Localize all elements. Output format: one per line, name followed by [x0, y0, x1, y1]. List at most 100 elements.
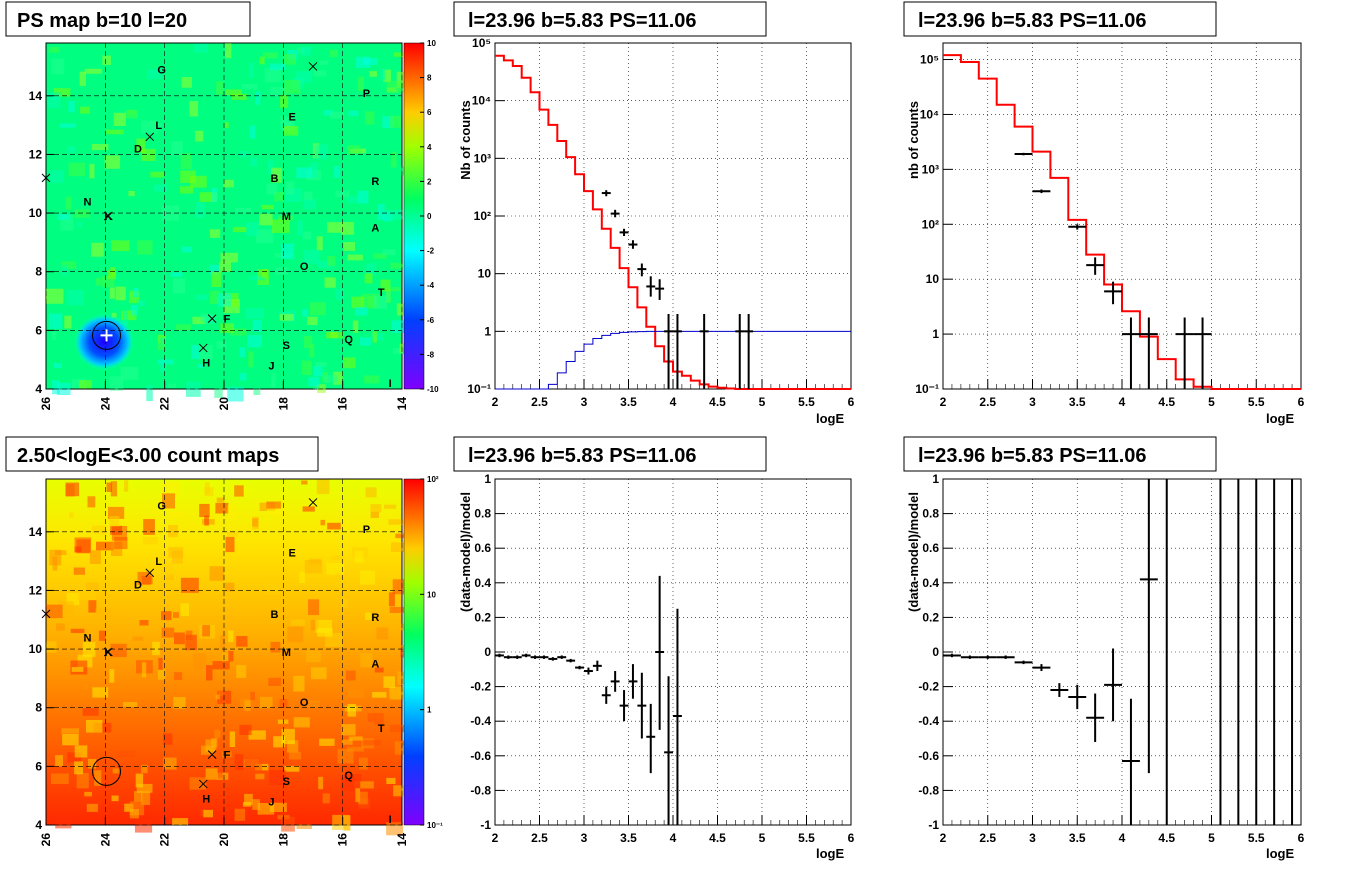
source-label-I: I — [389, 378, 392, 390]
map-texture-patch — [225, 89, 242, 96]
map-texture-patch — [201, 745, 215, 755]
map-texture-patch — [315, 362, 327, 367]
map-texture-patch — [135, 773, 144, 788]
map-texture-patch — [386, 777, 396, 784]
map-texture-patch — [202, 625, 210, 637]
ytick-label: 0 — [484, 645, 491, 659]
map-texture-patch — [367, 296, 376, 309]
map-texture-patch — [200, 809, 206, 817]
map-texture-patch — [248, 275, 266, 281]
map-texture-patch — [371, 333, 385, 341]
ytick-label: 10 — [926, 272, 940, 286]
map-texture-patch — [239, 372, 247, 381]
colorbar-tick-label: 10² — [427, 475, 439, 484]
map-texture-patch — [231, 93, 247, 100]
ytick-label: 10² — [474, 209, 491, 223]
xtick-label: 6 — [1298, 831, 1305, 845]
ytick-label: -1 — [480, 818, 491, 832]
map-texture-patch — [86, 803, 98, 812]
source-label-F: F — [224, 314, 231, 326]
source-cross-marker — [145, 132, 155, 142]
map-texture-patch — [91, 144, 109, 151]
map-texture-patch — [313, 70, 327, 77]
map-texture-patch — [399, 343, 408, 353]
map-texture-patch — [343, 357, 356, 369]
spectrum-coarse-ylabel: nb of counts — [906, 101, 921, 179]
ytick-label: -0.6 — [918, 749, 939, 763]
map-texture-patch — [80, 106, 90, 114]
map-texture-patch — [252, 319, 262, 332]
map-texture-patch — [352, 320, 359, 333]
map-texture-patch — [250, 691, 255, 701]
map-texture-patch — [348, 736, 363, 741]
map-texture-patch — [283, 53, 296, 65]
map-texture-patch — [351, 296, 365, 309]
source-label-E: E — [289, 547, 296, 559]
ytick-label: 0.6 — [474, 541, 491, 555]
map-texture-patch — [355, 788, 361, 803]
map-texture-patch — [255, 773, 265, 780]
map-texture-patch — [209, 566, 225, 581]
map-texture-patch — [162, 481, 180, 496]
source-label-G: G — [157, 64, 166, 76]
ytick-label: -0.4 — [470, 714, 491, 728]
xtick-label: 4 — [670, 831, 677, 845]
map-texture-patch — [253, 388, 261, 395]
map-xtick-label: 24 — [98, 833, 112, 847]
ps-map-sources: G P L E D B R NK M A O T F S Q H J I — [41, 62, 392, 390]
spectrum-coarse-title-box — [903, 1, 1217, 37]
xtick-label: 5.5 — [798, 831, 815, 845]
map-texture-patch — [372, 692, 387, 698]
map-texture-patch — [322, 793, 330, 804]
ps-map-title-box — [5, 1, 251, 37]
map-texture-patch — [392, 348, 406, 355]
map-texture-patch — [326, 563, 345, 575]
source-label-A: A — [371, 223, 379, 235]
map-texture-patch — [354, 550, 364, 563]
map-texture-patch — [234, 754, 244, 771]
map-texture-patch — [129, 809, 139, 819]
count-map-title: 2.50<logE<3.00 count maps — [17, 445, 279, 467]
source-label-N: N — [84, 196, 92, 208]
map-texture-patch — [363, 740, 381, 746]
map-texture-patch — [225, 536, 235, 553]
panel-count-map: 26 24 22 20 18 16 14 4 6 8 10 12 14 G P L E D B R NK M A O T F S Q… — [5, 436, 443, 847]
map-texture-patch — [310, 619, 320, 631]
map-texture-patch — [296, 167, 313, 179]
source-label-H: H — [202, 794, 210, 806]
map-texture-patch — [315, 619, 332, 633]
ytick-label: 10² — [922, 217, 939, 231]
map-texture-patch — [220, 323, 234, 333]
map-texture-patch — [172, 818, 189, 826]
map-texture-patch — [268, 677, 281, 686]
ytick-label: 10⁵ — [920, 53, 939, 67]
map-texture-patch — [120, 366, 139, 380]
map-xtick-label: 26 — [39, 833, 53, 847]
map-texture-patch — [86, 720, 103, 733]
xtick-label: 4.5 — [709, 395, 726, 409]
map-texture-patch — [389, 607, 404, 613]
map-texture-patch — [326, 332, 344, 339]
map-texture-patch — [174, 632, 185, 645]
map-texture-patch — [390, 151, 397, 168]
map-texture-patch — [147, 69, 162, 80]
map-texture-patch — [373, 253, 387, 259]
map-texture-patch — [386, 822, 403, 836]
xtick-label: 3.5 — [1069, 831, 1086, 845]
map-texture-patch — [185, 634, 197, 651]
xtick-label: 2 — [492, 395, 499, 409]
ytick-label: 0.8 — [474, 507, 491, 521]
map-texture-patch — [132, 636, 144, 641]
map-texture-patch — [223, 179, 234, 188]
source-cross-marker — [103, 211, 113, 221]
map-texture-patch — [382, 116, 394, 129]
map-texture-patch — [96, 541, 114, 551]
target-circle — [92, 756, 122, 786]
map-texture-patch — [220, 635, 226, 649]
map-ytick-label: 10 — [29, 206, 43, 220]
map-ytick-label: 8 — [35, 265, 42, 279]
map-ytick-label: 12 — [29, 147, 43, 161]
residual-coarse-xlabel: logE — [1266, 846, 1294, 861]
map-texture-patch — [232, 227, 247, 233]
map-xtick-label: 22 — [158, 397, 172, 411]
